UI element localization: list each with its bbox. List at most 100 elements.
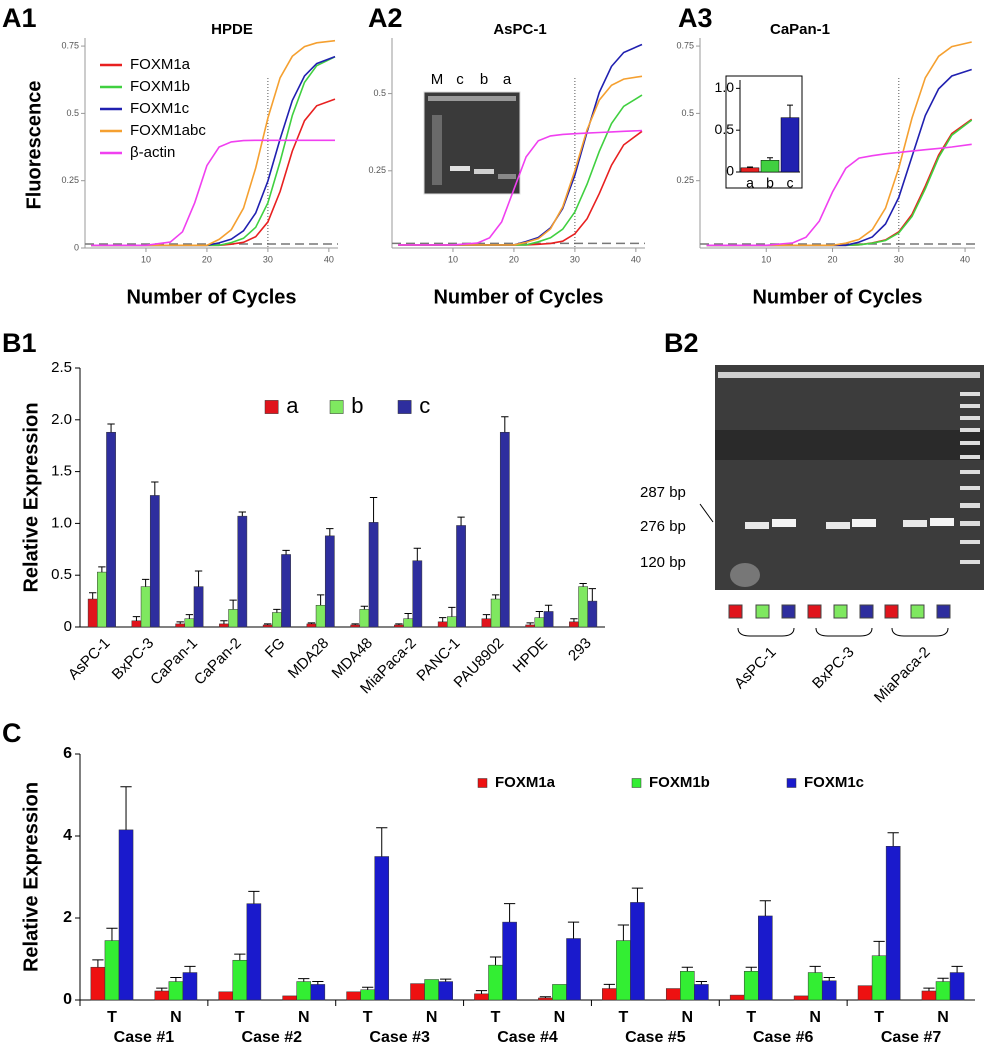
bar [438, 981, 453, 1001]
y-tick-label: 4 [63, 827, 72, 844]
error-bar [873, 940, 885, 956]
error-bar [491, 594, 500, 600]
error-bar [360, 605, 369, 610]
chart-title: AsPC-1 [493, 21, 546, 38]
error-bar [229, 599, 237, 610]
error-bar [489, 956, 502, 966]
error-bar [603, 983, 615, 989]
series-line [91, 55, 336, 247]
error-bar [107, 423, 115, 433]
y-tick-label: 1.5 [51, 463, 72, 480]
legend-swatch [397, 400, 412, 414]
y-tick-label: 0.25 [61, 175, 79, 185]
lane-keys [728, 604, 951, 619]
bar [885, 846, 901, 1001]
error-bar [823, 976, 835, 981]
gel-inset: M c b a [423, 71, 521, 195]
x-tick-label: 10 [761, 254, 771, 264]
error-bar [151, 481, 159, 496]
error-bar [617, 924, 630, 941]
bar [175, 623, 186, 628]
bar [410, 983, 425, 1001]
x-tick-label: T [235, 1009, 245, 1026]
panel-label: B2 [664, 328, 699, 358]
x-tick-label: HPDE [510, 635, 551, 676]
bar [310, 984, 326, 1001]
error-bar [92, 959, 104, 968]
bar [350, 624, 361, 628]
chart-title: HPDE [211, 21, 253, 38]
sample-label: MiaPaca-2 [871, 644, 934, 707]
bar [780, 117, 800, 173]
bar [949, 972, 965, 1001]
band [772, 519, 796, 527]
bar [569, 621, 579, 628]
error-bar [937, 977, 949, 982]
panel-label: B1 [2, 328, 37, 358]
bar [184, 618, 195, 628]
error-bar [132, 616, 141, 621]
bar [360, 989, 375, 1001]
bar [104, 940, 120, 1001]
x-tick-label: T [363, 1009, 373, 1026]
bar [281, 554, 291, 628]
error-bar [234, 953, 246, 961]
bar [587, 600, 598, 628]
bar [502, 921, 517, 1001]
error-bar [312, 981, 324, 985]
bar [566, 938, 581, 1001]
leader-line [699, 503, 714, 523]
band [450, 166, 470, 171]
legend-label: β-actin [130, 144, 175, 161]
error-bar [404, 613, 412, 619]
error-bar [369, 497, 378, 523]
lane-label: M [431, 71, 444, 88]
x-tick-label: T [619, 1009, 629, 1026]
bar [729, 994, 745, 1001]
error-bar [440, 978, 452, 982]
error-bar [98, 566, 106, 573]
y-tick-label: 0.25 [368, 165, 386, 175]
y-tick-label: 0.5 [373, 88, 386, 98]
y-axis-title: Relative Expression [20, 402, 42, 592]
x-tick-label: a [746, 175, 754, 191]
legend-swatch [264, 400, 279, 414]
series-line [706, 41, 972, 247]
x-tick-label: 30 [570, 254, 580, 264]
legend-label: FOXM1a [495, 774, 556, 791]
x-axis-title: Number of Cycles [433, 286, 603, 308]
bar [228, 609, 238, 628]
bar [218, 991, 234, 1001]
sample-label: AsPC-1 [731, 644, 780, 693]
y-tick-label: 2 [63, 909, 72, 926]
error-bar [220, 620, 228, 624]
bar [543, 611, 554, 628]
y-tick-label: 0.75 [676, 40, 694, 50]
band [745, 522, 769, 529]
error-bar [194, 570, 203, 587]
x-tick-label: FG [262, 635, 289, 662]
error-bar [681, 966, 693, 972]
bar [665, 988, 681, 1001]
error-bar [184, 965, 196, 973]
y-tick-label: 0 [726, 163, 734, 179]
y-tick-label: 1.0 [51, 514, 72, 531]
x-tick-label: T [491, 1009, 501, 1026]
bar [87, 598, 98, 628]
error-bar [106, 927, 118, 941]
bar [154, 990, 170, 1001]
error-bar [745, 966, 757, 972]
bar [474, 993, 489, 1001]
bar [149, 495, 160, 628]
x-tick-label: 20 [509, 254, 519, 264]
bar [359, 609, 370, 628]
bar [262, 624, 273, 628]
series-line [398, 129, 643, 246]
error-bar [120, 786, 132, 830]
x-tick-label: N [298, 1009, 310, 1026]
error-bar [376, 827, 388, 857]
error-bar [457, 516, 465, 526]
legend-swatch [329, 400, 344, 414]
x-tick-label: c [787, 175, 794, 191]
